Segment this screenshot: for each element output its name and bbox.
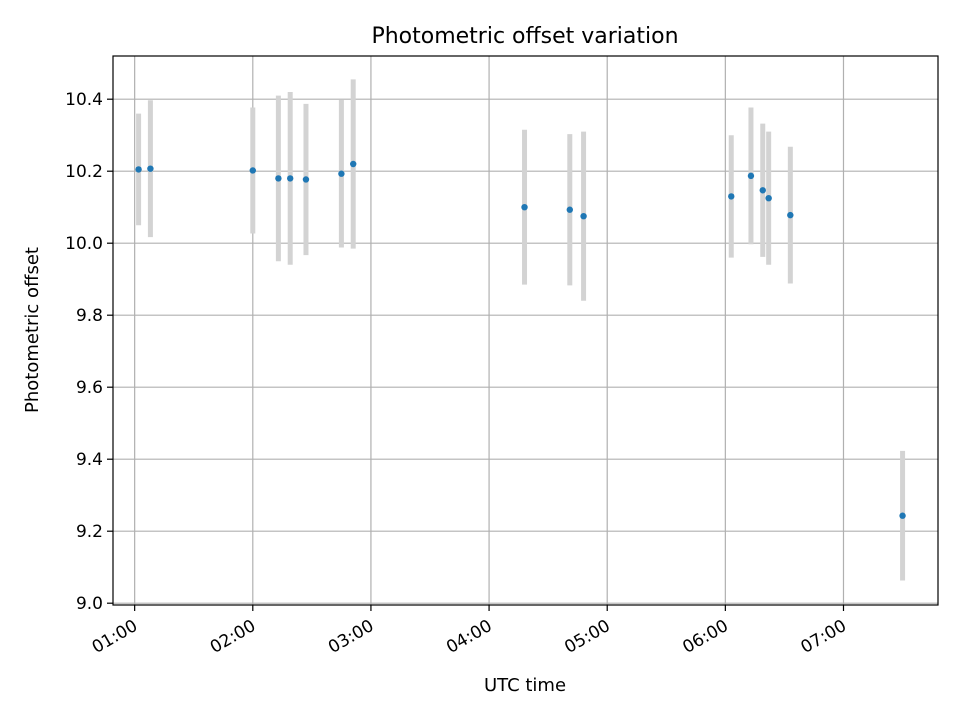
data-points: [135, 160, 906, 519]
data-point: [566, 206, 574, 213]
x-tick-label: 02:00: [207, 616, 259, 658]
x-tick-label: 05:00: [561, 616, 613, 658]
y-tick-label: 10.2: [65, 162, 103, 182]
y-axis-label: Photometric offset: [22, 247, 43, 413]
data-point: [302, 176, 310, 183]
data-point: [580, 213, 587, 220]
plot-frame: [112, 55, 939, 606]
x-tick-label: 07:00: [798, 616, 850, 658]
data-point: [728, 193, 735, 200]
data-point: [765, 195, 772, 202]
data-point: [521, 204, 528, 211]
data-point: [759, 187, 766, 194]
x-axis-label: UTC time: [484, 675, 566, 696]
data-point: [338, 170, 345, 177]
data-point: [747, 172, 755, 180]
y-tick-label: 9.0: [76, 594, 103, 614]
x-tick-label: 04:00: [443, 616, 495, 658]
x-tick-label: 03:00: [325, 616, 377, 658]
x-tick-label: 06:00: [679, 616, 731, 658]
chart-title: Photometric offset variation: [371, 24, 678, 49]
y-tick-label: 9.6: [76, 378, 103, 398]
data-point: [899, 512, 906, 519]
data-point: [275, 175, 282, 182]
data-point: [350, 160, 357, 168]
y-tick-label: 9.2: [76, 522, 103, 542]
data-point: [135, 166, 142, 173]
data-point: [249, 167, 256, 174]
y-tick-label: 9.8: [76, 306, 103, 326]
data-point: [787, 211, 794, 219]
y-tick-label: 9.4: [76, 450, 103, 470]
x-tick-label: 01:00: [89, 616, 141, 658]
y-tick-label: 10.4: [65, 90, 103, 110]
data-point: [147, 165, 154, 172]
y-tick-label: 10.0: [65, 234, 103, 254]
data-point: [287, 175, 294, 182]
